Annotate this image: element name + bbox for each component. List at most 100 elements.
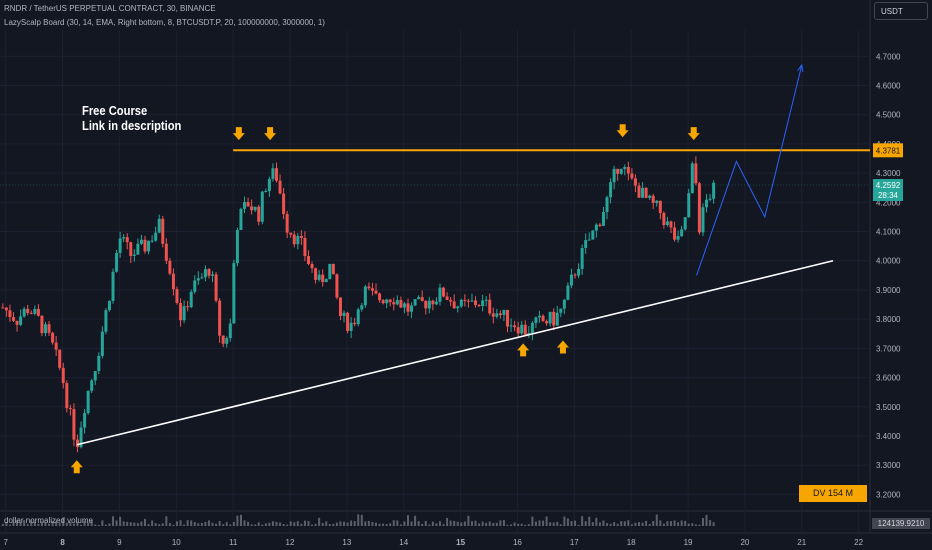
candle-body <box>154 232 158 241</box>
volume-bar <box>51 521 54 526</box>
volume-bar <box>502 520 505 526</box>
volume-bar <box>343 521 346 526</box>
candle-body <box>680 229 684 237</box>
volume-bar <box>58 523 61 526</box>
candle-body <box>559 308 563 313</box>
candle-body <box>690 163 694 194</box>
volume-bar <box>684 520 687 526</box>
volume-bar <box>627 520 630 526</box>
candle-body <box>442 287 446 297</box>
currency-button[interactable]: USDT <box>874 2 928 20</box>
volume-bar <box>492 522 495 526</box>
candle-body <box>107 300 111 311</box>
candle-body <box>406 303 410 312</box>
volume-bar <box>197 523 200 526</box>
candle-body <box>182 306 186 321</box>
volume-bar <box>485 522 488 526</box>
volume-bar <box>360 514 363 526</box>
candle-body <box>498 313 502 315</box>
volume-bar <box>158 524 161 526</box>
candle-body <box>552 311 556 326</box>
candle-body <box>502 309 506 315</box>
volume-bar <box>488 521 491 526</box>
candle-body <box>125 237 129 243</box>
candle-body <box>701 207 705 233</box>
volume-bar <box>499 520 502 526</box>
x-tick-label: 9 <box>117 538 122 547</box>
candle-body <box>648 195 652 198</box>
volume-bar <box>44 522 47 526</box>
volume-bar <box>389 523 392 526</box>
volume-bar <box>72 523 75 526</box>
volume-bar <box>30 520 33 526</box>
volume-bar <box>94 524 97 526</box>
volume-bar <box>151 520 154 526</box>
volume-bar <box>680 520 683 526</box>
candle-body <box>577 268 581 276</box>
candle-body <box>417 297 421 300</box>
candle-body <box>253 206 257 211</box>
volume-bar <box>339 521 342 526</box>
candle-body <box>239 208 243 230</box>
candle-body <box>179 302 183 321</box>
volume-bar <box>225 522 228 526</box>
volume-bar <box>456 521 459 526</box>
candle-body <box>4 307 8 311</box>
candle-body <box>402 303 406 308</box>
candle-body <box>438 287 442 302</box>
candle-body <box>303 237 307 257</box>
volume-bar <box>549 522 552 526</box>
candle-body <box>228 323 232 339</box>
candle-body <box>612 168 616 183</box>
volume-bar <box>446 517 449 526</box>
candle-body <box>395 300 399 305</box>
volume-bar <box>161 523 164 526</box>
volume-bar <box>442 524 445 526</box>
candle-body <box>374 290 378 294</box>
candle-body <box>694 163 698 184</box>
volume-bar <box>250 524 253 526</box>
candle-body <box>111 271 115 301</box>
volume-bar <box>12 522 15 526</box>
indicator-legend[interactable]: LazyScalp Board (30, 14, EMA, Right bott… <box>4 18 325 27</box>
candle-body <box>623 167 627 169</box>
volume-bar <box>542 520 545 526</box>
candle-body <box>19 316 23 325</box>
volume-bar <box>314 523 317 526</box>
x-tick-label: 8 <box>60 538 65 547</box>
volume-bar <box>467 515 470 526</box>
volume-bar <box>495 522 498 526</box>
volume-bar <box>144 518 146 526</box>
volume-bar <box>268 522 271 526</box>
volume-bar <box>40 521 43 526</box>
volume-bar <box>353 521 356 526</box>
volume-bar <box>669 521 672 526</box>
volume-bar <box>236 515 239 526</box>
candle-body <box>22 308 26 317</box>
volume-bar <box>588 516 591 526</box>
volume-bar <box>328 524 331 526</box>
volume-bar <box>606 523 609 526</box>
volume-bar <box>517 523 520 526</box>
x-tick-label: 18 <box>627 538 636 547</box>
candle-body <box>601 212 605 226</box>
candle-body <box>456 306 460 309</box>
price-axis-area <box>870 0 932 550</box>
candle-body <box>431 300 435 305</box>
volume-bar <box>8 524 11 526</box>
candle-body <box>591 230 595 240</box>
candle-body <box>267 179 271 191</box>
y-tick-label: 3.9000 <box>876 286 901 295</box>
candle-body <box>278 180 282 194</box>
volume-bar <box>620 521 623 526</box>
volume-bar <box>83 520 86 526</box>
volume-bar <box>183 524 186 526</box>
candle-body <box>587 239 591 241</box>
candle-body <box>164 243 168 261</box>
candle-body <box>246 202 250 207</box>
volume-bar <box>524 524 527 526</box>
volume-bar <box>37 523 40 526</box>
candle-body <box>669 221 673 228</box>
x-tick-label: 20 <box>740 538 749 547</box>
